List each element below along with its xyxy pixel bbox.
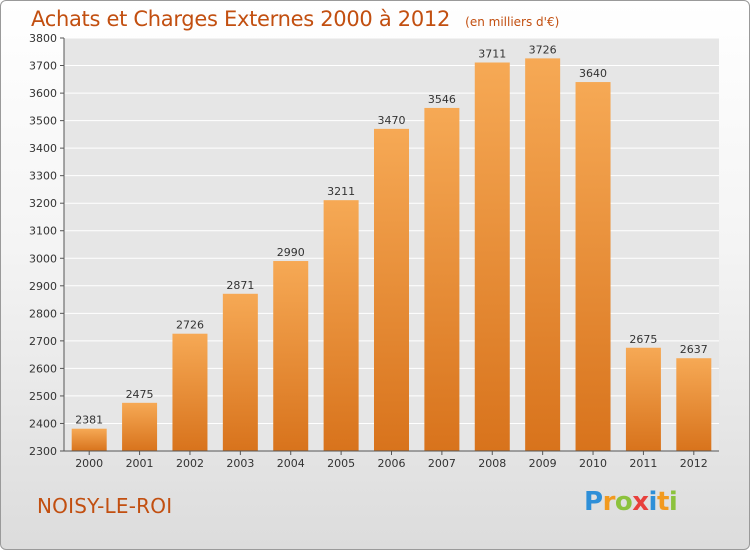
y-axis: 2300 2400 2500 2600 2700 2800 2900 3000 3100 3200… bbox=[29, 32, 65, 458]
bar bbox=[374, 128, 409, 452]
unit-note: (en milliers d'€) bbox=[465, 15, 560, 29]
x-axis: 2000 2001 2002 2003 2004 2005 2006 2007 2008 2009… bbox=[64, 450, 719, 470]
bar bbox=[625, 347, 661, 451]
x-tick-label: 2006 bbox=[378, 457, 406, 470]
bar-value-label: 3726 bbox=[529, 43, 557, 56]
bar-layer bbox=[71, 58, 712, 452]
y-tick-label: 2400 bbox=[29, 417, 57, 430]
y-tick-label: 3700 bbox=[29, 60, 57, 73]
value-label-layer: 2381 2475 2726 2871 2990 3211 3470 3546 3711 3726… bbox=[75, 43, 708, 426]
x-tick-label: 2008 bbox=[478, 457, 506, 470]
bar-value-label: 2871 bbox=[226, 279, 254, 292]
x-tick-label: 2002 bbox=[176, 457, 204, 470]
y-tick-label: 2600 bbox=[29, 362, 57, 375]
bar bbox=[676, 358, 712, 451]
title-row: Achats et Charges Externes 2000 à 2012 (… bbox=[31, 7, 559, 31]
x-tick-label: 2010 bbox=[579, 457, 607, 470]
y-tick-label: 3300 bbox=[29, 170, 57, 183]
logo-letter: x bbox=[632, 487, 649, 517]
bar bbox=[525, 58, 561, 452]
y-tick-label: 3200 bbox=[29, 197, 57, 210]
logo-letter: t bbox=[656, 487, 669, 517]
y-tick-label: 2700 bbox=[29, 335, 57, 348]
bar-value-label: 2475 bbox=[126, 388, 154, 401]
bar bbox=[273, 261, 309, 451]
x-tick-label: 2012 bbox=[680, 457, 708, 470]
x-tick-label: 2007 bbox=[428, 457, 456, 470]
y-tick-label: 2300 bbox=[29, 445, 57, 458]
bar bbox=[474, 62, 510, 451]
bar-value-label: 3640 bbox=[579, 67, 607, 80]
bar bbox=[575, 82, 611, 451]
logo-letter: P bbox=[584, 487, 603, 517]
x-tick-label: 2011 bbox=[629, 457, 657, 470]
x-tick-label: 2005 bbox=[327, 457, 355, 470]
y-tick-label: 3100 bbox=[29, 225, 57, 238]
bar-value-label: 3470 bbox=[378, 114, 406, 127]
y-tick-label: 3500 bbox=[29, 115, 57, 128]
proxiti-logo: Proxiti bbox=[584, 487, 678, 517]
logo-letter: i bbox=[668, 487, 678, 517]
bar-value-label: 2675 bbox=[629, 333, 657, 346]
y-tick-label: 3000 bbox=[29, 252, 57, 265]
x-tick-label: 2000 bbox=[75, 457, 103, 470]
x-tick-label: 2001 bbox=[126, 457, 154, 470]
y-tick-label: 3600 bbox=[29, 87, 57, 100]
chart-title: Achats et Charges Externes 2000 à 2012 bbox=[31, 7, 451, 31]
bar-value-label: 2726 bbox=[176, 319, 204, 332]
bar bbox=[71, 428, 107, 451]
bar-value-label: 2990 bbox=[277, 246, 305, 259]
x-tick-label: 2004 bbox=[277, 457, 305, 470]
bar bbox=[424, 107, 460, 452]
bar bbox=[323, 200, 359, 451]
bar-value-label: 3211 bbox=[327, 185, 355, 198]
logo-letter: o bbox=[614, 487, 633, 517]
y-tick-label: 2800 bbox=[29, 307, 57, 320]
y-tick-label: 3400 bbox=[29, 142, 57, 155]
bar bbox=[122, 402, 158, 451]
logo-letter: r bbox=[602, 487, 616, 517]
x-tick-label: 2009 bbox=[529, 457, 557, 470]
bar-value-label: 3546 bbox=[428, 93, 456, 106]
bar bbox=[172, 333, 208, 451]
y-tick-label: 2500 bbox=[29, 390, 57, 403]
city-name: NOISY-LE-ROI bbox=[37, 494, 173, 518]
x-tick-label: 2003 bbox=[226, 457, 254, 470]
y-tick-label: 3800 bbox=[29, 32, 57, 45]
bar bbox=[222, 293, 258, 451]
bar-value-label: 2637 bbox=[680, 343, 708, 356]
bar-chart: 2381 2475 2726 2871 2990 3211 3470 3546 3711 3726… bbox=[29, 32, 719, 470]
bar-value-label: 3711 bbox=[478, 48, 506, 61]
y-tick-label: 2900 bbox=[29, 280, 57, 293]
bar-value-label: 2381 bbox=[75, 414, 103, 427]
logo-letter: i bbox=[648, 487, 658, 517]
